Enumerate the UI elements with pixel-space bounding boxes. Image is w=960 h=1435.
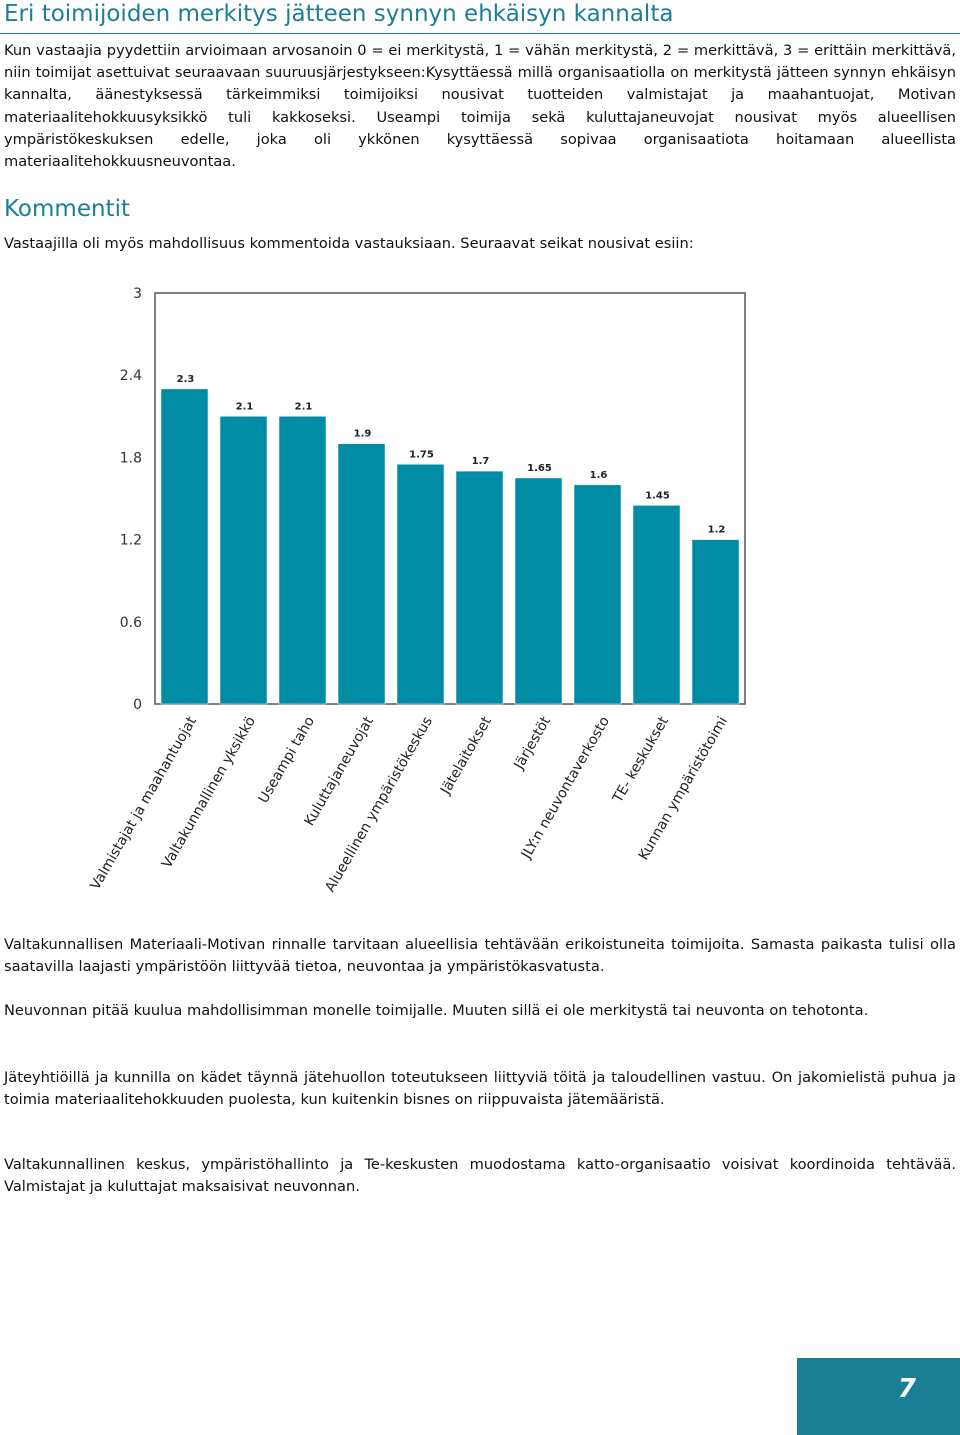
section-title: Kommentit	[4, 196, 130, 222]
bar	[160, 388, 209, 705]
category-label: Valmistajat ja maahantuojat	[88, 714, 201, 893]
category-label: Jätelaitokset	[437, 714, 495, 798]
comment-paragraph-4: Valtakunnallinen keskus, ympäristöhallin…	[4, 1156, 956, 1196]
page-number-box: 7	[797, 1358, 960, 1435]
bar	[219, 416, 268, 705]
bar-value-label: 1.45	[645, 490, 670, 501]
comment-paragraph-3: Jäteyhtiöillä ja kunnilla on kädet täynn…	[4, 1069, 956, 1109]
bar-value-label: 1.65	[527, 463, 552, 474]
bar	[514, 477, 563, 705]
bar-chart: 0 0.6 1.2 1.8 2.4 3 2.3 Valmistajat ja maahantu…	[0, 280, 960, 900]
section-intro: Vastaajilla oli myös mahdollisuus kommen…	[4, 235, 694, 252]
category-label: Järjestöt	[511, 714, 555, 773]
comment-paragraph-2: Neuvonnan pitää kuulua mahdollisimman mo…	[4, 1002, 869, 1019]
bar-value-label: 2.3	[177, 374, 195, 385]
bar-chart-svg: 0 0.6 1.2 1.8 2.4 3 2.3 Valmistajat ja maahantu…	[88, 286, 746, 895]
bar	[455, 470, 504, 705]
category-label: Useampi taho	[256, 714, 318, 806]
y-tick-label: 2.4	[120, 368, 142, 384]
bar	[573, 484, 622, 705]
y-tick-label: 1.8	[120, 450, 142, 466]
bar-value-label: 1.7	[472, 456, 490, 467]
bar-value-label: 1.6	[590, 470, 608, 481]
y-tick-label: 1.2	[120, 533, 142, 549]
intro-paragraph: Kun vastaajia pyydettiin arvioimaan arvo…	[4, 42, 956, 171]
bar	[337, 443, 386, 705]
bar-value-label: 2.1	[236, 401, 254, 412]
bar	[278, 416, 327, 705]
y-tick-label: 0.6	[120, 615, 142, 631]
y-tick-label: 3	[133, 286, 142, 302]
bar	[632, 505, 681, 705]
bar	[396, 464, 445, 705]
bar	[691, 539, 740, 705]
page-title: Eri toimijoiden merkitys jätteen synnyn …	[4, 1, 674, 27]
bar-value-label: 1.9	[354, 429, 372, 440]
chart-plot-frame	[154, 292, 746, 705]
title-divider	[0, 33, 960, 34]
comment-paragraph-1: Valtakunnallisen Materiaali-Motivan rinn…	[4, 936, 956, 976]
category-label: Alueellinen ympäristökeskus	[322, 714, 436, 895]
category-label: TE- keskukset	[609, 714, 672, 807]
page-number: 7	[897, 1374, 916, 1404]
bar-value-label: 1.75	[409, 449, 434, 460]
bar-value-label: 2.1	[295, 401, 313, 412]
bar-value-label: 1.2	[708, 525, 726, 536]
y-tick-label: 0	[133, 697, 142, 713]
